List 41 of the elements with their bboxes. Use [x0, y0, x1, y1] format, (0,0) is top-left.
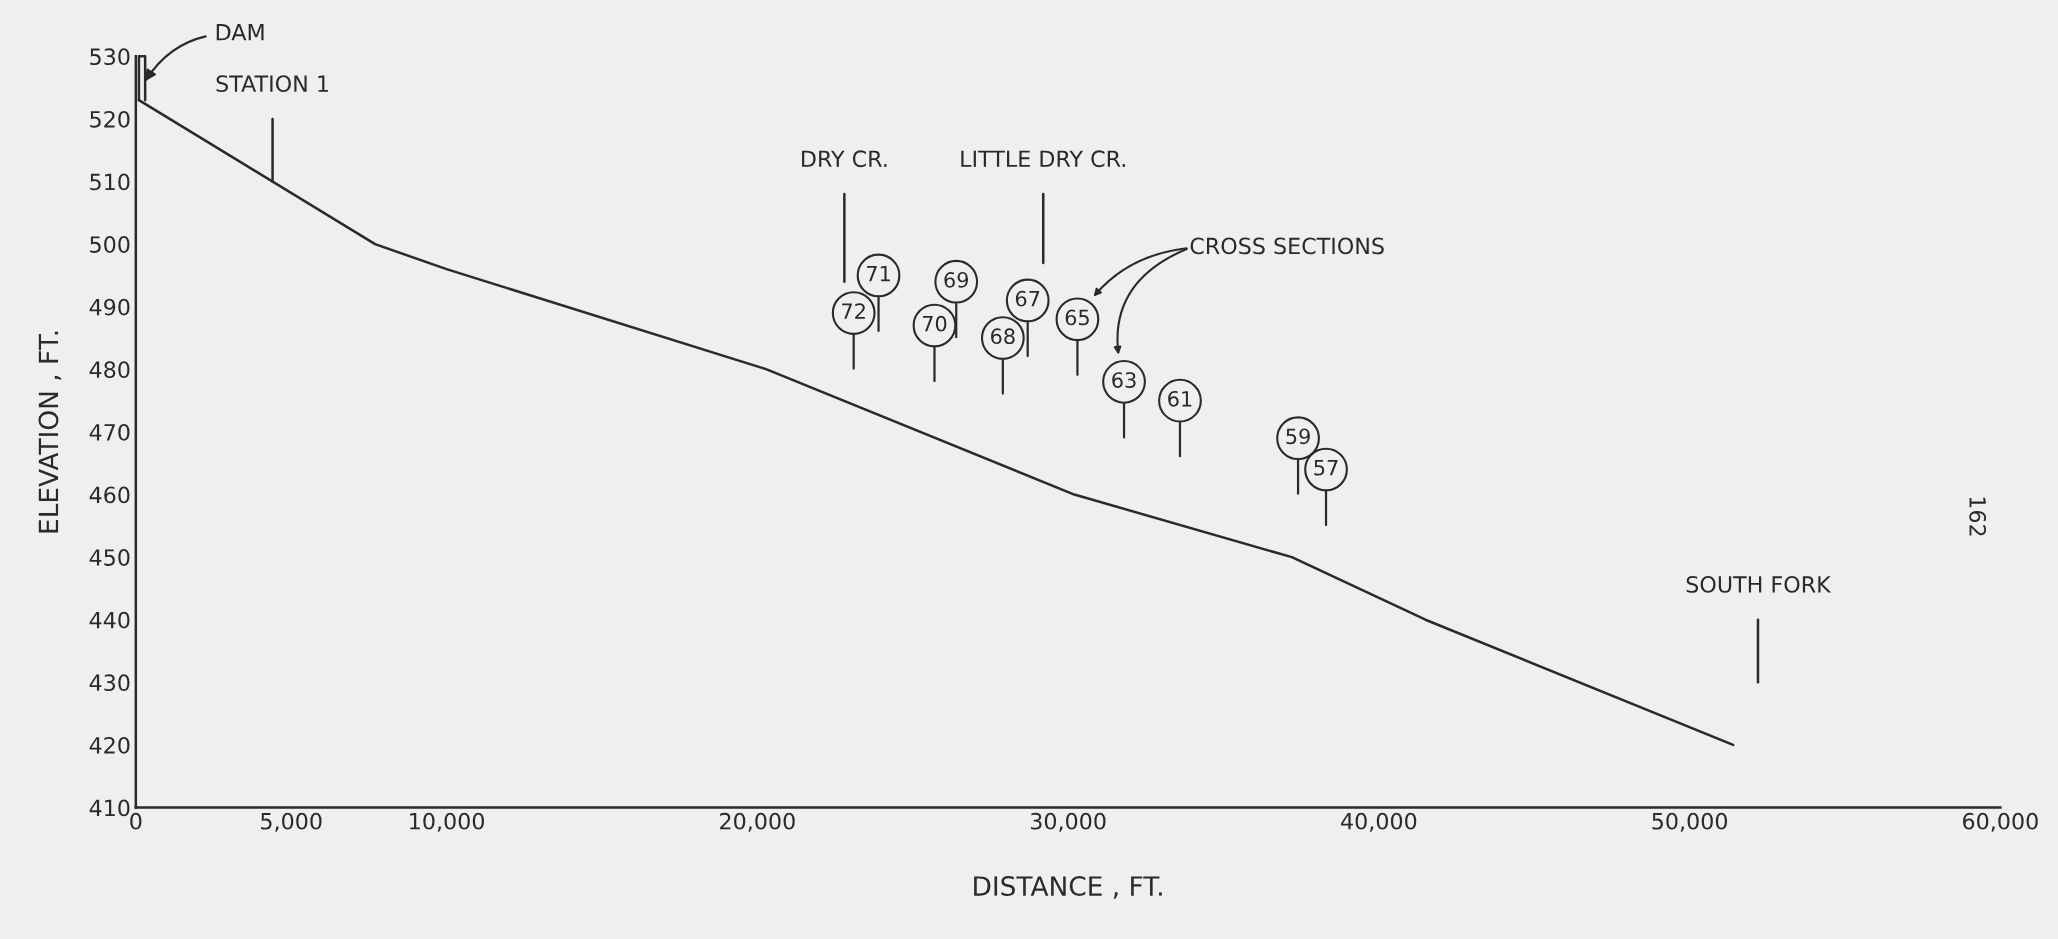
series-label: LITTLE DRY CR. — [961, 150, 1125, 168]
y-tick-label: 480 — [89, 361, 130, 379]
y-tick-label: 420 — [89, 736, 130, 754]
annotation: 67 — [1015, 290, 1040, 307]
y-axis-title: ELEVATION , FT. — [38, 331, 62, 533]
annotation: CROSS SECTIONS — [1190, 237, 1384, 255]
x-tick-label: 5,000 — [261, 812, 322, 832]
y-tick-label: 470 — [89, 423, 130, 441]
y-tick-label: 520 — [90, 110, 130, 128]
x-tick-label: 50,000 — [1652, 812, 1728, 832]
annotation: 63 — [1112, 372, 1136, 388]
series-label: DRY CR. — [802, 150, 887, 168]
x-tick-label: 20,000 — [720, 812, 795, 832]
x-tick-label: 40,000 — [1341, 812, 1417, 832]
x-tick-label: 0 — [130, 812, 142, 830]
annotation: 72 — [842, 303, 865, 319]
x-tick-label: 60,000 — [1963, 812, 2038, 832]
annotation: 68 — [991, 328, 1015, 345]
annotation: DAM — [216, 24, 264, 41]
annotation: 70 — [922, 315, 947, 332]
series-label: SOUTH FORK — [1686, 576, 1832, 593]
annotation: 65 — [1065, 309, 1089, 326]
y-tick-label: 450 — [89, 549, 130, 566]
series-label: STATION 1 — [216, 75, 328, 93]
y-tick-label: 510 — [90, 173, 130, 191]
annotation: 162 — [1969, 497, 1987, 536]
y-tick-label: 490 — [89, 298, 130, 316]
y-tick-label: 410 — [89, 799, 130, 817]
annotation: 71 — [866, 266, 890, 282]
x-tick-label: 30,000 — [1030, 812, 1106, 832]
y-tick-label: 500 — [90, 236, 130, 253]
y-tick-label: 530 — [90, 48, 130, 66]
annotation: 69 — [944, 271, 969, 288]
y-tick-label: 460 — [89, 486, 130, 504]
x-tick-label: 10,000 — [410, 812, 484, 832]
y-tick-label: 440 — [89, 611, 130, 629]
annotation: 57 — [1314, 460, 1338, 476]
x-axis-title: DISTANCE , FT. — [974, 876, 1162, 899]
annotation: 61 — [1168, 390, 1192, 407]
annotation: 59 — [1286, 428, 1310, 445]
y-tick-label: 430 — [89, 674, 130, 692]
